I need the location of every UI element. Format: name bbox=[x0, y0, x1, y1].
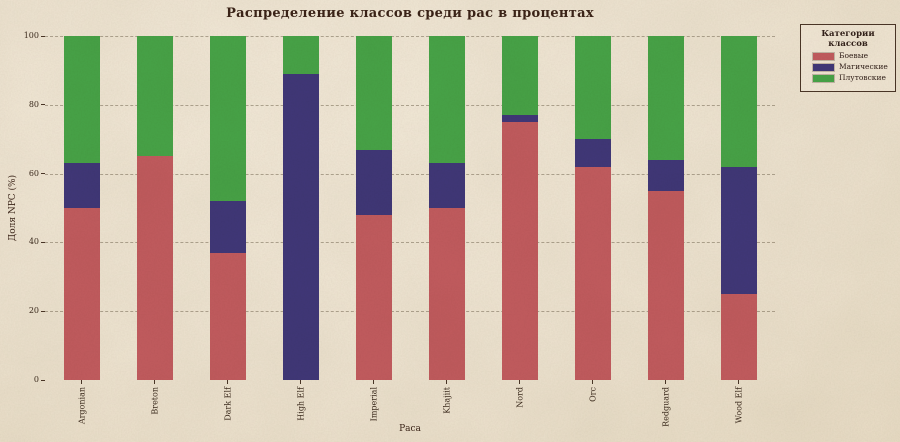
bar-segment-argonian-Плутовские bbox=[63, 36, 100, 164]
bar-segment-dark-elf-Боевые bbox=[209, 252, 246, 380]
legend-label-1: Магические bbox=[839, 62, 888, 71]
bar-segment-orc-Плутовские bbox=[574, 36, 611, 140]
legend-swatch-1 bbox=[812, 62, 835, 72]
bar-segment-high-elf-Плутовские bbox=[282, 36, 319, 74]
plot-area: 0 20 40 60 80 100 Argonian Breton Dark Elf High E… bbox=[24, 32, 775, 427]
bar-segment-khajiit-Магические bbox=[428, 163, 465, 208]
legend-swatch-0 bbox=[812, 51, 835, 61]
bar-segment-nord-Боевые bbox=[501, 122, 538, 380]
x-tick-label-6: Nord bbox=[515, 387, 524, 408]
bar-segment-argonian-Магические bbox=[63, 163, 100, 208]
x-tick-5 bbox=[446, 380, 447, 384]
x-tick-7 bbox=[592, 380, 593, 384]
bar-segment-khajiit-Боевые bbox=[428, 208, 465, 380]
y-tick-label-60: 60 bbox=[28, 168, 39, 178]
y-tick-label-80: 80 bbox=[28, 99, 39, 109]
x-tick-1 bbox=[154, 380, 155, 384]
legend-label-2: Плутовские bbox=[839, 73, 886, 82]
bar-segment-nord-Магические bbox=[501, 115, 538, 122]
x-tick-label-7: Orc bbox=[588, 387, 597, 402]
legend-item-1: Магические bbox=[812, 62, 889, 72]
bar-segment-imperial-Плутовские bbox=[355, 36, 392, 150]
x-tick-6 bbox=[519, 380, 520, 384]
x-tick-3 bbox=[300, 380, 301, 384]
x-tick-8 bbox=[665, 380, 666, 384]
bar-segment-dark-elf-Плутовские bbox=[209, 36, 246, 202]
y-axis-title: Доля NPC (%) bbox=[8, 174, 18, 242]
bar-segment-redguard-Боевые bbox=[647, 190, 684, 380]
x-tick-label-5: Khajiit bbox=[442, 387, 451, 414]
x-tick-4 bbox=[373, 380, 374, 384]
legend-swatch-2 bbox=[812, 73, 835, 83]
x-tick-label-3: High Elf bbox=[296, 387, 305, 421]
y-tick-40 bbox=[41, 241, 45, 243]
bar-segment-orc-Боевые bbox=[574, 166, 611, 380]
legend-label-0: Боевые bbox=[839, 51, 869, 60]
x-tick-label-1: Breton bbox=[150, 387, 159, 415]
bar-segment-breton-Плутовские bbox=[136, 36, 173, 157]
x-axis-title: Раса bbox=[399, 424, 421, 434]
bar-segment-dark-elf-Магические bbox=[209, 201, 246, 253]
y-tick-label-40: 40 bbox=[28, 237, 39, 247]
x-tick-label-8: Redguard bbox=[661, 387, 670, 427]
bar-segment-wood-elf-Боевые bbox=[720, 294, 757, 380]
bar-segment-breton-Боевые bbox=[136, 156, 173, 380]
bar-segment-argonian-Боевые bbox=[63, 208, 100, 380]
x-tick-label-2: Dark Elf bbox=[223, 387, 232, 421]
y-tick-20 bbox=[41, 310, 45, 312]
y-tick-label-0: 0 bbox=[33, 375, 39, 384]
bar-segment-orc-Магические bbox=[574, 139, 611, 167]
y-tick-100 bbox=[41, 35, 45, 37]
x-tick-9 bbox=[738, 380, 739, 384]
bar-segment-imperial-Боевые bbox=[355, 214, 392, 380]
bar-segment-khajiit-Плутовские bbox=[428, 36, 465, 164]
x-tick-label-0: Argonian bbox=[77, 387, 86, 425]
bar-segment-redguard-Магические bbox=[647, 159, 684, 191]
y-tick-0 bbox=[41, 379, 45, 381]
legend-items: Боевые Магические Плутовские bbox=[807, 51, 889, 83]
bar-segment-wood-elf-Магические bbox=[720, 166, 757, 294]
legend-item-2: Плутовские bbox=[812, 73, 889, 83]
y-tick-80 bbox=[41, 104, 45, 106]
bar-segment-high-elf-Магические bbox=[282, 73, 319, 380]
x-tick-2 bbox=[227, 380, 228, 384]
bar-segment-nord-Плутовские bbox=[501, 36, 538, 116]
x-tick-0 bbox=[81, 380, 82, 384]
bar-segment-redguard-Плутовские bbox=[647, 36, 684, 160]
chart-title: Распределение классов среди рас в процен… bbox=[226, 6, 594, 21]
y-tick-60 bbox=[41, 173, 45, 175]
x-tick-label-4: Imperial bbox=[369, 387, 378, 422]
bar-segment-imperial-Магические bbox=[355, 149, 392, 215]
legend-item-0: Боевые bbox=[812, 51, 889, 61]
y-tick-label-100: 100 bbox=[23, 31, 39, 40]
y-tick-label-20: 20 bbox=[28, 306, 39, 316]
x-tick-label-9: Wood Elf bbox=[734, 387, 743, 424]
legend-box: Категории классов Боевые Магические Плутов… bbox=[800, 24, 896, 92]
bar-segment-wood-elf-Плутовские bbox=[720, 36, 757, 167]
legend-title: Категории классов bbox=[821, 29, 875, 49]
